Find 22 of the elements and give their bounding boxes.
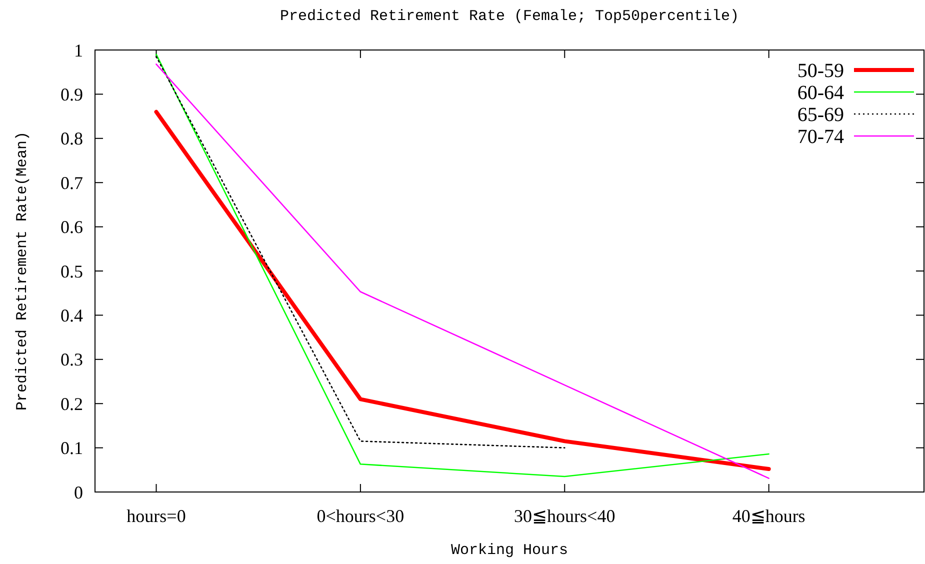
x-tick-label: 30≦hours<40: [514, 506, 616, 526]
y-tick-label: 0.3: [60, 350, 83, 370]
legend-label: 70-74: [797, 126, 844, 148]
y-tick-label: 0.9: [60, 84, 83, 104]
y-tick-label: 0: [74, 482, 83, 502]
y-tick-label: 0.5: [60, 261, 83, 282]
y-tick-label: 0.8: [60, 128, 83, 149]
y-tick-label: 1: [74, 40, 83, 60]
y-tick-label: 0.7: [60, 172, 83, 193]
x-axis-title: Working Hours: [450, 542, 568, 559]
y-tick-label: 0.1: [60, 438, 83, 458]
y-tick-label: 0.6: [60, 217, 83, 238]
legend-label: 50-59: [797, 60, 844, 82]
y-tick-label: 0.4: [60, 306, 83, 326]
y-tick-label: 0.2: [60, 394, 83, 414]
x-tick-label: 0<hours<30: [316, 506, 404, 526]
y-axis-title: Predicted Retirement Rate(Mean): [14, 131, 31, 411]
chart-title: Predicted Retirement Rate (Female; Top50percentile): [280, 8, 740, 25]
x-tick-label: hours=0: [126, 506, 186, 526]
x-tick-label: 40≦hours: [732, 506, 806, 526]
legend-label: 65-69: [797, 104, 844, 126]
legend-label: 60-64: [797, 82, 844, 104]
